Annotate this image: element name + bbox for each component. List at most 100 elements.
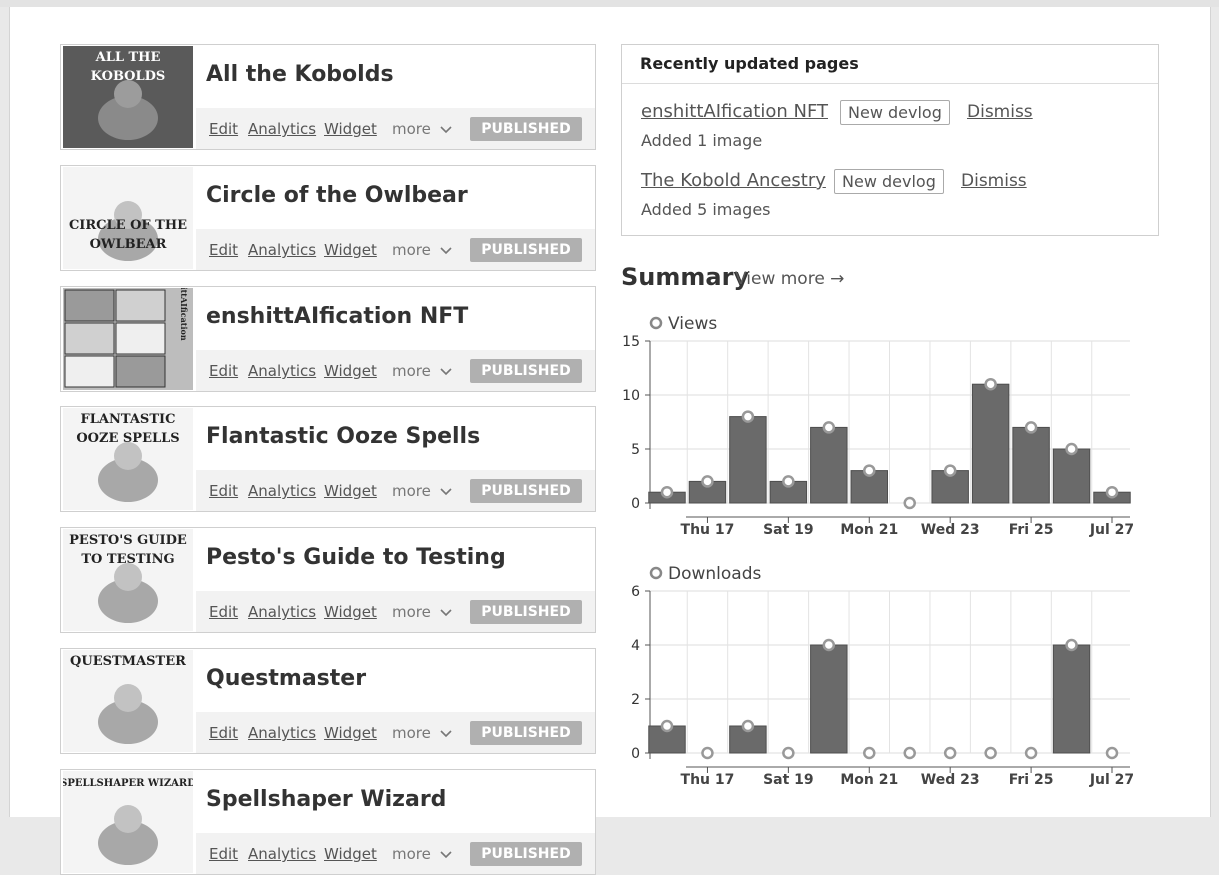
- more-label: more: [392, 362, 431, 380]
- game-title[interactable]: enshittAIfication NFT: [206, 304, 469, 329]
- game-actions-bar: Edit Analytics Widget more PUBLISHED: [196, 591, 595, 632]
- game-title[interactable]: Questmaster: [206, 666, 367, 691]
- game-title[interactable]: Flantastic Ooze Spells: [206, 424, 481, 449]
- widget-link[interactable]: Widget: [324, 120, 377, 138]
- edit-link[interactable]: Edit: [209, 845, 239, 863]
- updated-page-link[interactable]: The Kobold Ancestry: [641, 170, 826, 191]
- new-devlog-button[interactable]: New devlog: [834, 169, 944, 194]
- data-point[interactable]: [1105, 485, 1119, 499]
- data-point[interactable]: [741, 719, 755, 733]
- data-point[interactable]: [1065, 442, 1078, 456]
- data-point[interactable]: [1105, 746, 1119, 760]
- widget-link[interactable]: Widget: [324, 724, 377, 742]
- widget-link[interactable]: Widget: [324, 362, 377, 380]
- edit-link[interactable]: Edit: [209, 482, 239, 500]
- data-point[interactable]: [903, 496, 916, 510]
- game-title[interactable]: All the Kobolds: [206, 62, 394, 87]
- game-cover-image[interactable]: CIRCLE OF THE OWLBEAR: [63, 167, 193, 269]
- analytics-link[interactable]: Analytics: [248, 241, 317, 259]
- more-dropdown[interactable]: more: [392, 603, 452, 621]
- updated-page-link[interactable]: enshittAIfication NFT: [641, 101, 828, 122]
- analytics-link[interactable]: Analytics: [248, 362, 317, 380]
- widget-link[interactable]: Widget: [324, 603, 377, 621]
- data-point[interactable]: [1024, 746, 1038, 760]
- data-point[interactable]: [943, 746, 957, 760]
- game-cover-image[interactable]: PESTO'S GUIDE TO TESTING: [63, 529, 193, 631]
- edit-link[interactable]: Edit: [209, 362, 239, 380]
- more-dropdown[interactable]: more: [392, 120, 452, 138]
- data-point[interactable]: [943, 464, 957, 477]
- game-cover-image[interactable]: QUESTMASTER: [63, 650, 193, 752]
- data-point[interactable]: [660, 719, 674, 733]
- view-more-link[interactable]: View more →: [735, 269, 845, 289]
- bar[interactable]: [971, 383, 1010, 504]
- analytics-link[interactable]: Analytics: [248, 482, 317, 500]
- dismiss-link[interactable]: Dismiss: [961, 171, 1027, 191]
- data-point[interactable]: [660, 485, 674, 499]
- more-dropdown[interactable]: more: [392, 845, 452, 863]
- bar[interactable]: [931, 470, 969, 504]
- legend-marker-icon: [649, 566, 663, 580]
- bar[interactable]: [1052, 644, 1091, 754]
- cover-title-text: ALL THE: [95, 50, 161, 65]
- game-title[interactable]: Pesto's Guide to Testing: [206, 545, 506, 570]
- dismiss-link[interactable]: Dismiss: [967, 102, 1033, 122]
- analytics-link[interactable]: Analytics: [248, 724, 317, 742]
- analytics-link[interactable]: Analytics: [248, 603, 317, 621]
- data-point[interactable]: [863, 464, 876, 477]
- game-cover-image[interactable]: SPELLSHAPER WIZARD: [63, 771, 193, 873]
- widget-link[interactable]: Widget: [324, 845, 377, 863]
- edit-link[interactable]: Edit: [209, 120, 239, 138]
- more-dropdown[interactable]: more: [392, 482, 452, 500]
- data-point[interactable]: [782, 475, 795, 488]
- analytics-link[interactable]: Analytics: [248, 845, 317, 863]
- x-tick-label: Sat 19: [763, 772, 814, 787]
- edit-link[interactable]: Edit: [209, 603, 239, 621]
- bar[interactable]: [810, 426, 848, 504]
- chevron-down-icon: [440, 362, 452, 380]
- bar[interactable]: [1012, 426, 1050, 504]
- x-tick-label: Wed 23: [921, 522, 980, 537]
- data-point[interactable]: [822, 421, 836, 434]
- recently-updated-title: Recently updated pages: [622, 45, 1158, 84]
- widget-link[interactable]: Widget: [324, 241, 377, 259]
- cover-title-text: OWLBEAR: [90, 237, 167, 252]
- game-title[interactable]: Spellshaper Wizard: [206, 787, 447, 812]
- data-point[interactable]: [1024, 421, 1038, 434]
- game-cover-image[interactable]: ALL THE KOBOLDS: [63, 46, 193, 148]
- x-tick-label: Fri 25: [1009, 522, 1054, 537]
- game-title[interactable]: Circle of the Owlbear: [206, 183, 468, 208]
- more-dropdown[interactable]: more: [392, 362, 452, 380]
- game-actions-bar: Edit Analytics Widget more PUBLISHED: [196, 833, 595, 874]
- data-point[interactable]: [741, 410, 755, 423]
- data-point[interactable]: [984, 746, 997, 760]
- game-cover-image[interactable]: FLANTASTIC OOZE SPELLS: [63, 408, 193, 510]
- x-tick-label: Fri 25: [1009, 772, 1054, 787]
- status-badge: PUBLISHED: [470, 600, 582, 624]
- legend-label: Views: [668, 314, 717, 334]
- data-point[interactable]: [701, 475, 714, 488]
- edit-link[interactable]: Edit: [209, 241, 239, 259]
- more-dropdown[interactable]: more: [392, 724, 452, 742]
- game-cover-image[interactable]: enshittAIfication: [63, 288, 193, 390]
- data-point[interactable]: [903, 746, 916, 760]
- chevron-down-icon: [440, 845, 452, 863]
- data-point[interactable]: [1065, 638, 1078, 652]
- new-devlog-button[interactable]: New devlog: [840, 100, 950, 125]
- data-point[interactable]: [822, 638, 836, 652]
- bar[interactable]: [1052, 448, 1091, 504]
- bar[interactable]: [729, 416, 767, 504]
- edit-link[interactable]: Edit: [209, 724, 239, 742]
- data-point[interactable]: [782, 746, 795, 760]
- legend-label: Downloads: [668, 564, 762, 584]
- x-tick-label: Jul 27: [1089, 522, 1134, 537]
- widget-link[interactable]: Widget: [324, 482, 377, 500]
- more-dropdown[interactable]: more: [392, 241, 452, 259]
- chevron-down-icon: [440, 603, 452, 621]
- data-point[interactable]: [863, 746, 876, 760]
- data-point[interactable]: [701, 746, 714, 760]
- data-point[interactable]: [984, 377, 997, 391]
- x-tick-label: Thu 17: [681, 522, 735, 537]
- bar[interactable]: [810, 644, 848, 754]
- analytics-link[interactable]: Analytics: [248, 120, 317, 138]
